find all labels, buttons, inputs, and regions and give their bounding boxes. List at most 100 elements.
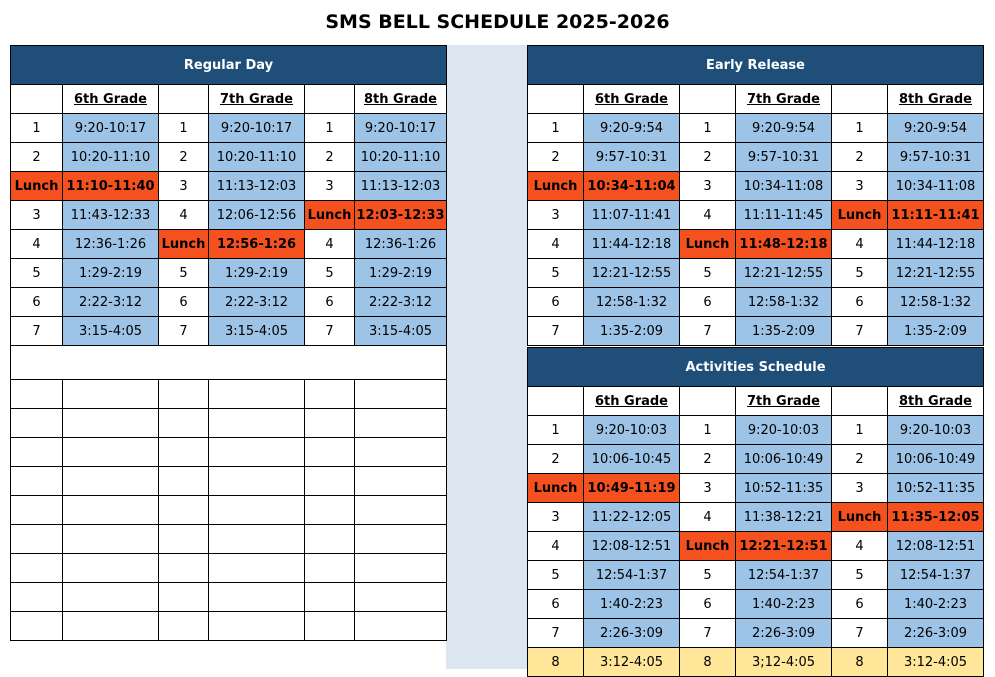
period-number: 6 bbox=[304, 287, 355, 317]
period-time: 10:20-11:10 bbox=[208, 142, 305, 172]
grade-header-row: 6th Grade 7th Grade 8th Grade bbox=[527, 386, 984, 416]
period-time: 2:22-3:12 bbox=[353, 287, 448, 317]
grade-header: 6th Grade bbox=[583, 84, 680, 114]
grade-header: 6th Grade bbox=[583, 386, 680, 416]
schedule-row: Lunch 10:49-11:19 3 10:52-11:35 3 10:52-11:35 bbox=[527, 473, 984, 503]
grade-header: 8th Grade bbox=[353, 84, 448, 114]
period-time: 3:15-4:05 bbox=[62, 316, 159, 346]
period-number: 1 bbox=[10, 113, 63, 143]
schedule-row: 3 11:07-11:41 4 11:11-11:45 Lunch 11:11-11:41 bbox=[527, 200, 985, 230]
period-time: 9:20-10:03 bbox=[887, 415, 984, 445]
empty-cell bbox=[10, 437, 63, 467]
period-number: 3 bbox=[679, 171, 736, 201]
empty-cell bbox=[158, 611, 209, 641]
period-number: 1 bbox=[527, 113, 584, 143]
period-number: 1 bbox=[831, 113, 888, 143]
empty-cell bbox=[353, 466, 448, 496]
period-time: 10:34-11:08 bbox=[735, 171, 832, 201]
column-gap bbox=[446, 45, 527, 669]
period-number: 3 bbox=[10, 200, 63, 230]
schedule-row: 2 9:57-10:31 2 9:57-10:31 2 9:57-10:31 bbox=[527, 142, 985, 172]
period-number: 8 bbox=[831, 647, 888, 677]
empty-cell bbox=[208, 553, 305, 583]
schedule-row: 1 9:20-10:03 1 9:20-10:03 1 9:20-10:03 bbox=[527, 415, 984, 445]
lunch-label: Lunch bbox=[304, 200, 355, 230]
period-number: 2 bbox=[10, 142, 63, 172]
period-number: 2 bbox=[527, 444, 584, 474]
period-time: 11:13-12:03 bbox=[353, 171, 448, 201]
period-number: 1 bbox=[679, 113, 736, 143]
period-time: 2:26-3:09 bbox=[583, 618, 680, 648]
period-number: 1 bbox=[158, 113, 209, 143]
period-number: 7 bbox=[527, 618, 584, 648]
period-time: 12:36-1:26 bbox=[62, 229, 159, 259]
schedule-row: 5 12:54-1:37 5 12:54-1:37 5 12:54-1:37 bbox=[527, 560, 984, 590]
empty-cell bbox=[353, 495, 448, 525]
empty-row bbox=[10, 495, 448, 525]
period-number: 5 bbox=[304, 258, 355, 288]
period-time: 2:22-3:12 bbox=[208, 287, 305, 317]
empty-row bbox=[10, 466, 448, 496]
period-time: 12:21-12:55 bbox=[583, 258, 680, 288]
period-number: 5 bbox=[527, 560, 584, 590]
period-number: 6 bbox=[831, 589, 888, 619]
period-number: 4 bbox=[158, 200, 209, 230]
schedule-row: 8 3:12-4:05 8 3;12-4:05 8 3:12-4:05 bbox=[527, 647, 984, 677]
section-header-row: Early Release bbox=[526, 45, 985, 85]
regular-day-table: Regular Day 6th Grade 7th Grade 8th Grade 1 9… bbox=[9, 45, 448, 641]
period-number: 4 bbox=[10, 229, 63, 259]
period-time: 9:57-10:31 bbox=[583, 142, 680, 172]
period-time: 2:26-3:09 bbox=[887, 618, 984, 648]
empty-cell bbox=[10, 495, 63, 525]
period-time: 9:57-10:31 bbox=[886, 142, 985, 172]
schedule-row: 6 2:22-3:12 6 2:22-3:12 6 2:22-3:12 bbox=[10, 287, 448, 317]
grade-header: 8th Grade bbox=[886, 84, 985, 114]
section-title: Regular Day bbox=[9, 45, 448, 85]
empty-cell bbox=[62, 495, 159, 525]
period-number: 3 bbox=[831, 473, 888, 503]
lunch-time: 10:34-11:04 bbox=[583, 171, 680, 201]
schedule-row: 2 10:20-11:10 2 10:20-11:10 2 10:20-11:10 bbox=[10, 142, 448, 172]
empty-cell bbox=[208, 524, 305, 554]
period-time: 10:52-11:35 bbox=[887, 473, 984, 503]
period-number: 3 bbox=[527, 200, 584, 230]
empty-cell bbox=[353, 582, 448, 612]
lunch-label: Lunch bbox=[10, 171, 63, 201]
period-time: 9:20-10:17 bbox=[208, 113, 305, 143]
period-time: 1:40-2:23 bbox=[887, 589, 984, 619]
period-number: 7 bbox=[831, 618, 888, 648]
empty-cell bbox=[10, 524, 63, 554]
period-number: 1 bbox=[527, 415, 584, 445]
empty-row bbox=[10, 524, 448, 554]
empty-cell bbox=[304, 524, 355, 554]
period-time: 3;12-4:05 bbox=[735, 647, 832, 677]
period-number: 4 bbox=[527, 531, 584, 561]
period-time: 3:15-4:05 bbox=[353, 316, 448, 346]
empty-cell bbox=[10, 611, 63, 641]
period-number: 5 bbox=[10, 258, 63, 288]
period-time: 9:20-10:03 bbox=[735, 415, 832, 445]
grade-header: 7th Grade bbox=[735, 84, 832, 114]
period-number: 4 bbox=[831, 229, 888, 259]
schedule-row: 1 9:20-10:17 1 9:20-10:17 1 9:20-10:17 bbox=[10, 113, 448, 143]
empty-cell bbox=[158, 379, 209, 409]
period-time: 10:06-10:49 bbox=[887, 444, 984, 474]
page-title: SMS BELL SCHEDULE 2025-2026 bbox=[325, 11, 670, 33]
lunch-label: Lunch bbox=[679, 531, 736, 561]
period-time: 3:12-4:05 bbox=[887, 647, 984, 677]
period-header-cell bbox=[679, 84, 736, 114]
period-number: 4 bbox=[679, 200, 736, 230]
period-time: 10:06-10:49 bbox=[735, 444, 832, 474]
period-time: 1:35-2:09 bbox=[735, 316, 832, 346]
empty-cell bbox=[158, 408, 209, 438]
empty-cell bbox=[304, 495, 355, 525]
period-time: 1:29-2:19 bbox=[62, 258, 159, 288]
period-time: 12:54-1:37 bbox=[735, 560, 832, 590]
section-header-row: Activities Schedule bbox=[527, 347, 984, 387]
period-time: 11:11-11:45 bbox=[735, 200, 832, 230]
empty-cell bbox=[304, 437, 355, 467]
schedule-row: 3 11:43-12:33 4 12:06-12:56 Lunch 12:03-12:33 bbox=[10, 200, 448, 230]
schedule-row: 6 12:58-1:32 6 12:58-1:32 6 12:58-1:32 bbox=[527, 287, 985, 317]
early-release-table: Early Release 6th Grade 7th Grade 8th Grade… bbox=[526, 45, 985, 346]
lunch-time: 11:11-11:41 bbox=[886, 200, 985, 230]
